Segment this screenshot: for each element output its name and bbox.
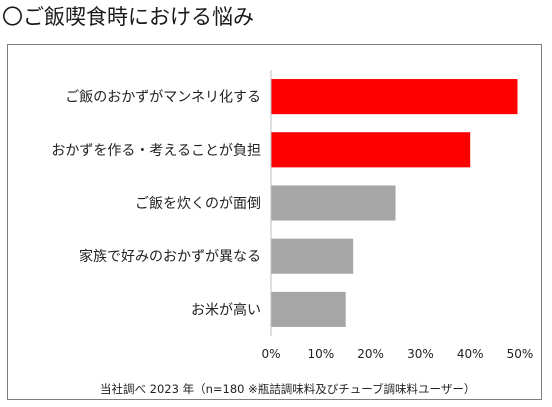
x-tick-label-40: 40% xyxy=(457,347,484,361)
x-tick-label-20: 20% xyxy=(357,347,384,361)
x-tick-label-50: 50% xyxy=(507,347,534,361)
bar-group xyxy=(271,79,518,327)
category-label-3: ご飯を炊くのが面倒 xyxy=(135,195,261,212)
bar-1 xyxy=(271,79,518,115)
chart-frame xyxy=(7,44,542,400)
category-label-4: 家族で好みのおかずが異なる xyxy=(79,248,261,265)
tick-label-group: 0% 10% 20% 30% 40% 50% xyxy=(261,347,533,361)
page-title: 〇ご飯喫食時における悩み xyxy=(2,5,254,29)
bar-5 xyxy=(271,291,346,327)
x-tick-label-10: 10% xyxy=(307,347,334,361)
x-tick-label-0: 0% xyxy=(261,347,280,361)
bar-4 xyxy=(271,238,354,274)
category-label-1: ご飯のおかずがマンネリ化する xyxy=(65,89,261,106)
source-footnote: 当社調べ 2023 年（n=180 ※瓶詰調味料及びチューブ調味料ユーザー） xyxy=(100,382,475,396)
bar-3 xyxy=(271,185,396,221)
category-label-2: おかずを作る・考えることが負担 xyxy=(51,143,261,159)
x-tick-label-30: 30% xyxy=(407,347,434,361)
bar-2 xyxy=(271,132,471,168)
category-label-group: ご飯のおかずがマンネリ化するおかずを作る・考えることが負担ご飯を炊くのが面倒家族… xyxy=(51,89,261,319)
category-label-5: お米が高い xyxy=(191,301,261,318)
